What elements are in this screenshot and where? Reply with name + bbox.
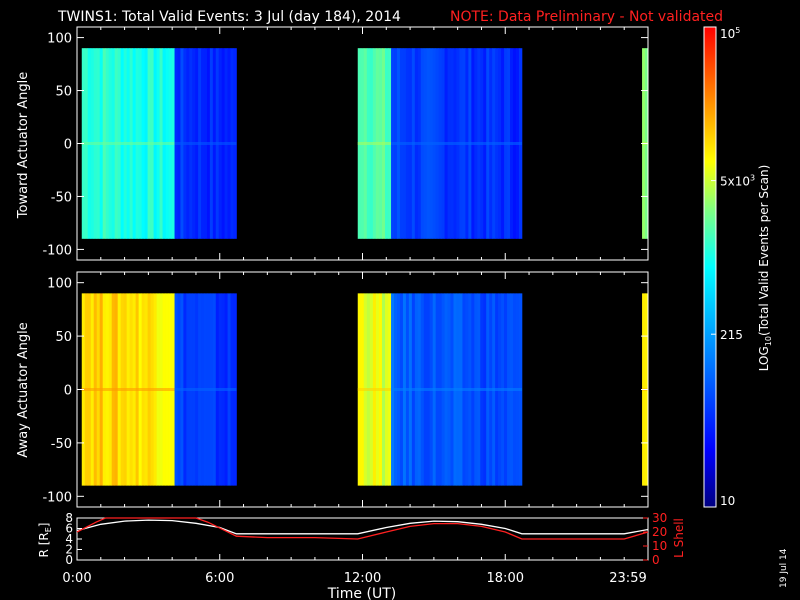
y-tick-label: 100 bbox=[47, 277, 72, 292]
middle-heatmap bbox=[81, 293, 649, 486]
top-heatmap bbox=[81, 48, 649, 239]
top-y-ticks: 100 50 0 -50 -100 bbox=[42, 27, 649, 260]
zero-angle-band bbox=[174, 142, 237, 145]
middle-y-label: Away Actuator Angle bbox=[16, 322, 31, 457]
x-tick-label: 12:00 bbox=[344, 571, 381, 586]
y-tick-label: 100 bbox=[47, 32, 72, 47]
side-date: 19 Jul 14 bbox=[779, 548, 789, 588]
colorbar-ticks: 10 215 5x103 105 bbox=[711, 26, 755, 508]
x-tick-label: 18:00 bbox=[487, 571, 524, 586]
y-tick-label: -50 bbox=[51, 437, 72, 452]
colorbar-label: LOG10(Total Valid Events per Scan) bbox=[757, 165, 773, 372]
zero-angle-band bbox=[357, 388, 392, 391]
lshell-tick-label: 0 bbox=[652, 553, 660, 567]
r-axis-label: R [RE] bbox=[37, 523, 53, 558]
top-panel: 100 50 0 -50 -100 Toward Actuator Angle bbox=[16, 26, 649, 261]
y-tick-label: 0 bbox=[64, 138, 72, 153]
r-tick-label: 0 bbox=[65, 553, 73, 567]
y-tick-label: -100 bbox=[42, 490, 72, 505]
x-tick-label: 6:00 bbox=[205, 571, 234, 586]
y-tick-label: 0 bbox=[64, 384, 72, 399]
colorbar-tick-label: 105 bbox=[720, 26, 740, 41]
colorbar-tick-label: 5x103 bbox=[720, 174, 755, 189]
y-tick-label: -100 bbox=[42, 243, 72, 258]
orbit-lines bbox=[76, 517, 649, 540]
colorbar-tick-label: 215 bbox=[720, 328, 743, 342]
y-tick-label: 50 bbox=[55, 85, 72, 100]
colorbar: 10 215 5x103 105 LOG10(Total Valid Events p… bbox=[703, 26, 773, 508]
lshell-axis-label: L Shell bbox=[672, 518, 686, 558]
middle-y-ticks: 100 50 0 -50 -100 bbox=[42, 272, 649, 507]
colorbar-tick-label: 10 bbox=[720, 494, 735, 508]
r-distance-line bbox=[76, 519, 649, 535]
r-tick-label: 4 bbox=[65, 532, 73, 546]
preliminary-note: NOTE: Data Preliminary - Not validated bbox=[450, 9, 723, 25]
middle-panel: 100 50 0 -50 -100 Away Actuator Angle bbox=[16, 271, 649, 508]
x-tick-label: 23:59 bbox=[609, 571, 646, 586]
zero-angle-band bbox=[357, 142, 392, 145]
x-tick-label: 0:00 bbox=[62, 571, 91, 586]
zero-angle-band bbox=[81, 142, 175, 145]
zero-angle-band bbox=[174, 388, 237, 391]
zero-angle-band bbox=[81, 388, 175, 391]
r-tick-label: 8 bbox=[65, 511, 73, 525]
lshell-tick-label: 30 bbox=[652, 511, 667, 525]
figure-title: TWINS1: Total Valid Events: 3 Jul (day 1… bbox=[57, 9, 401, 25]
colorbar-frame bbox=[703, 26, 717, 508]
y-tick-label: -50 bbox=[51, 190, 72, 205]
zero-angle-band bbox=[391, 388, 522, 391]
y-tick-label: 50 bbox=[55, 330, 72, 345]
zero-angle-band bbox=[391, 142, 522, 145]
r-tick-label: 2 bbox=[65, 543, 73, 557]
top-y-label: Toward Actuator Angle bbox=[16, 72, 31, 219]
l-shell-line bbox=[76, 517, 649, 540]
lshell-tick-label: 20 bbox=[652, 525, 667, 539]
colorbar-gradient bbox=[704, 27, 716, 507]
lshell-tick-label: 10 bbox=[652, 539, 667, 553]
x-axis-label: Time (UT) bbox=[327, 586, 396, 600]
r-tick-label: 6 bbox=[65, 522, 73, 536]
